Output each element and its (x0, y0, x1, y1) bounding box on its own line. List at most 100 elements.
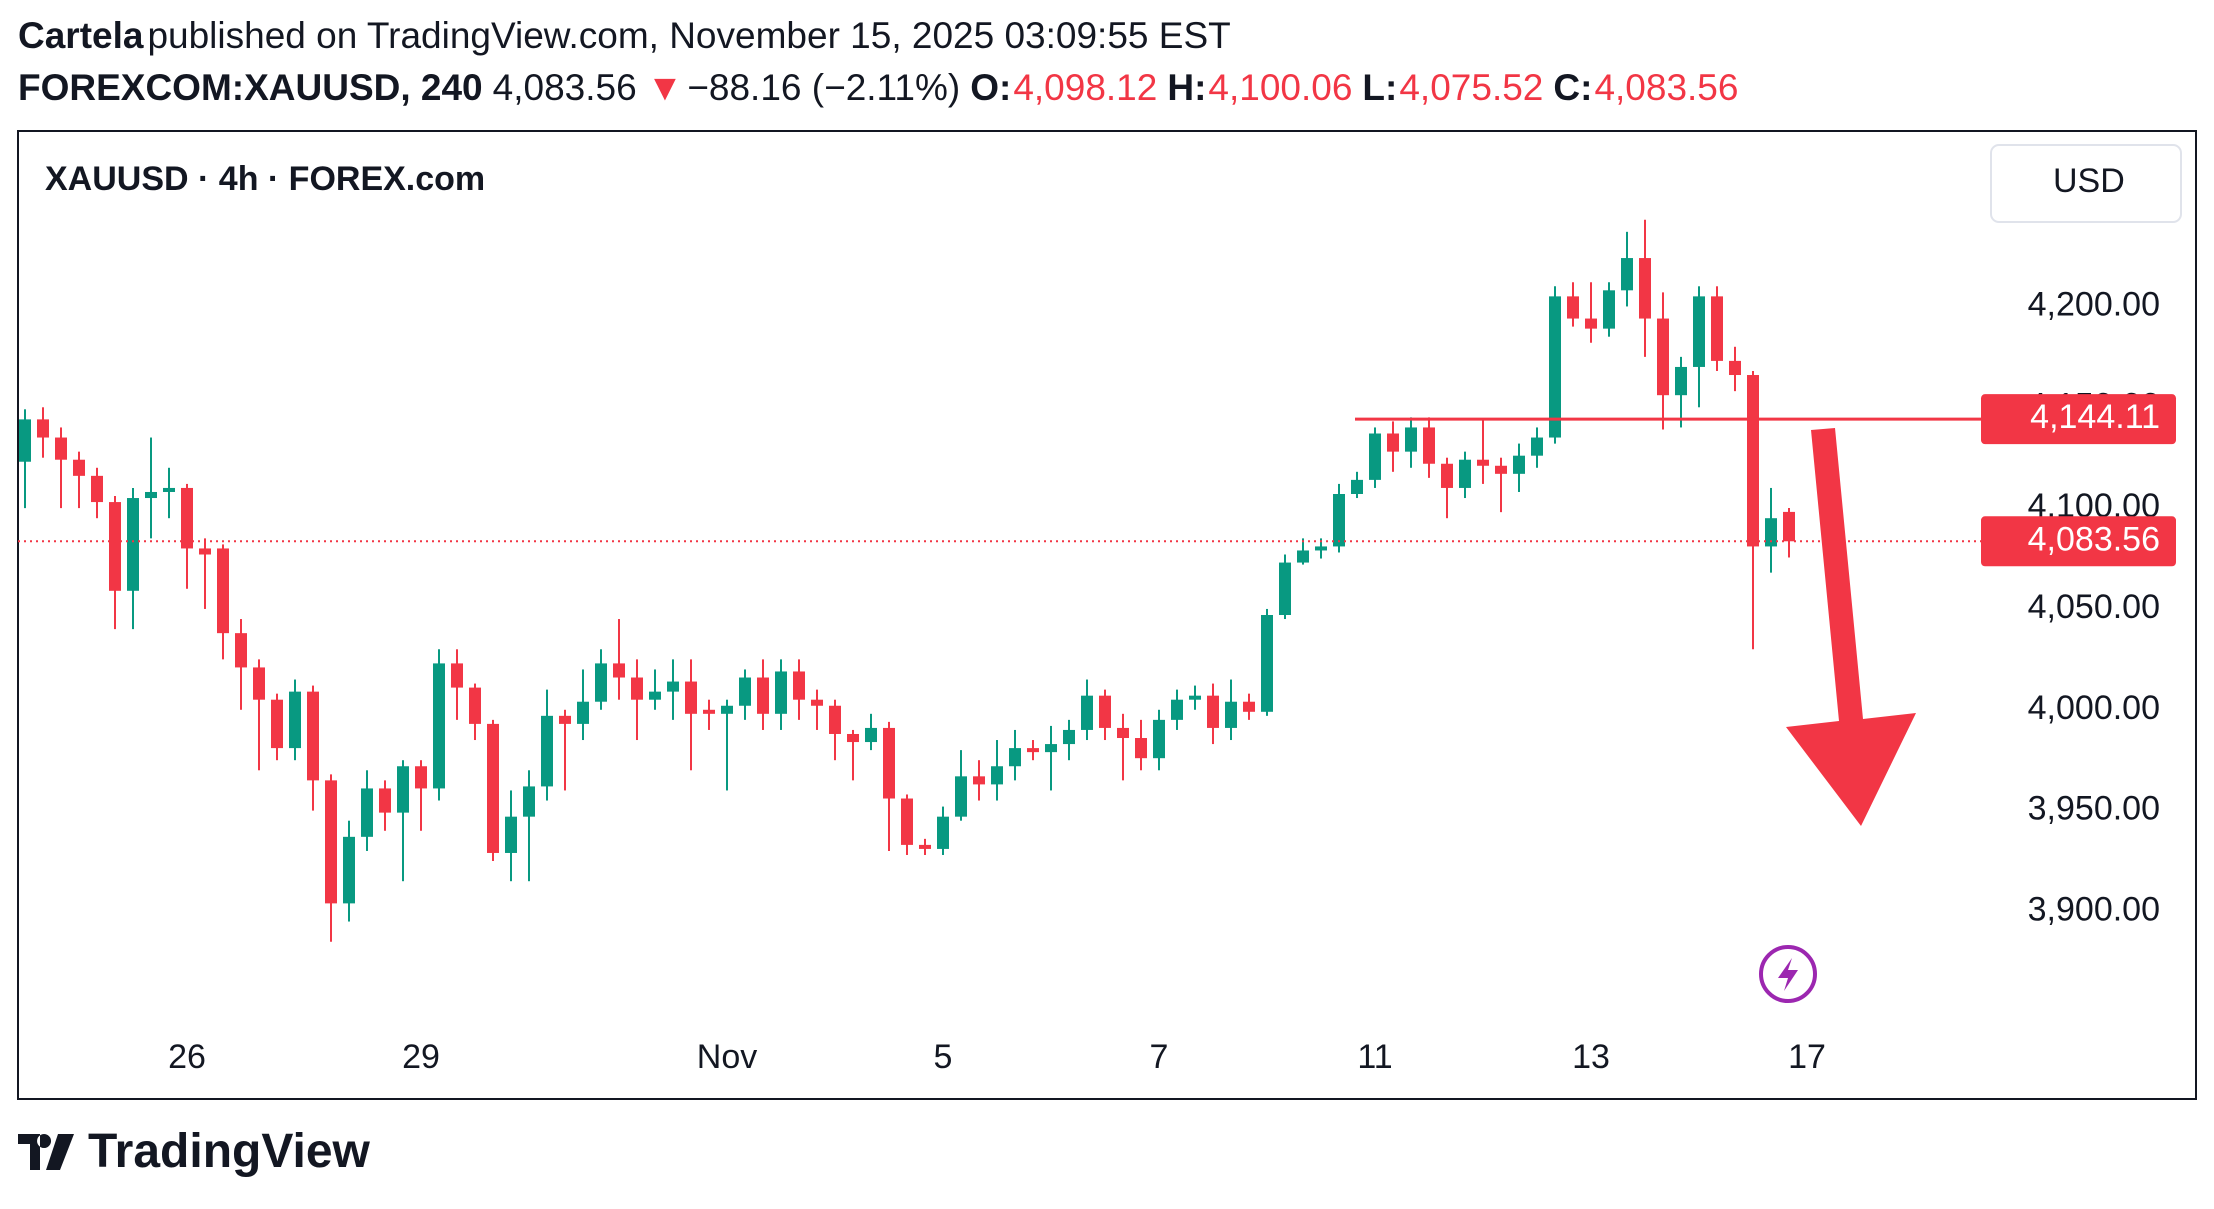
candle-body (451, 663, 463, 688)
candle-body (433, 663, 445, 789)
currency: USD (2053, 162, 2125, 200)
plot-frame (17, 130, 2197, 1100)
currency-box (1990, 144, 2182, 223)
ohlc-label: O: (970, 67, 1012, 108)
symbol: FOREXCOM:XAUUSD, 240 (18, 67, 483, 108)
candle-body (1045, 744, 1057, 753)
candle-body (1387, 433, 1399, 452)
header-line-1: Cartela published on TradingView.com, Nov… (18, 10, 1748, 62)
x-tick-label: 7 (1150, 1038, 1169, 1076)
x-tick-label: 17 (1788, 1038, 1826, 1076)
ohlc-value: 4,098.12 (1013, 67, 1158, 108)
candle-body (73, 459, 85, 476)
candle-body (217, 548, 229, 634)
candle-body (109, 502, 121, 591)
candle-body (595, 663, 607, 702)
candle-body (1207, 695, 1219, 728)
candle-body (271, 699, 283, 749)
candle-body (1657, 318, 1669, 396)
candle-body (1423, 427, 1435, 464)
candle-body (19, 419, 31, 462)
x-tick-label: 26 (168, 1038, 206, 1076)
candle-body (829, 705, 841, 734)
event-bolt (1778, 958, 1798, 991)
candle-body (919, 844, 931, 849)
candle-body (1027, 748, 1039, 753)
price-label: 4,144.11 (2030, 398, 2160, 436)
candle-body (505, 816, 517, 853)
candle-body (1153, 719, 1165, 759)
candle-body (1351, 479, 1363, 494)
candle-body (397, 766, 409, 813)
y-tick-label: 3,950.00 (2028, 790, 2160, 828)
candle-body (1585, 318, 1597, 329)
candle-body (199, 548, 211, 555)
change: −88.16 (−2.11%) (687, 67, 961, 108)
candle-body (1603, 290, 1615, 329)
candle-body (649, 691, 661, 700)
candle-body (901, 798, 913, 845)
candle-body (541, 715, 553, 787)
candle-body (91, 475, 103, 503)
candle-body (757, 677, 769, 714)
candle-body (1693, 296, 1705, 367)
ohlc-label: L: (1362, 67, 1398, 108)
x-tick-label: 5 (934, 1038, 953, 1076)
candle-body (37, 419, 49, 438)
candle-body (1441, 463, 1453, 488)
candle-body (1189, 695, 1201, 700)
candle-body (1225, 701, 1237, 728)
candle-body (1171, 699, 1183, 720)
header-line-2: FOREXCOM:XAUUSD, 240 4,083.56 ▼ −88.16 (−2.… (18, 62, 1748, 114)
candle-body (1297, 550, 1309, 563)
candle-body (307, 691, 319, 781)
event-icon (1759, 945, 1817, 1003)
candle-body (523, 786, 535, 817)
publisher: Cartela (18, 15, 144, 56)
down-arrow: ▼ (646, 67, 684, 108)
candle-body (1567, 296, 1579, 319)
candle-body (163, 487, 175, 492)
candle-body (865, 727, 877, 743)
candle-body (1747, 375, 1759, 547)
candle-body (1117, 727, 1129, 739)
ohlc-value: 4,075.52 (1399, 67, 1544, 108)
candle-body (559, 715, 571, 724)
chart-title: XAUUSD · 4h · FOREX.com (45, 160, 485, 198)
candle-body (1315, 546, 1327, 551)
candle-body (1405, 427, 1417, 452)
candle-body (667, 681, 679, 692)
candle-body (415, 766, 427, 789)
x-tick-label: 13 (1572, 1038, 1610, 1076)
candle-body (469, 687, 481, 724)
candle-body (1531, 437, 1543, 456)
candle-body (1333, 494, 1345, 547)
footer: TradingView (18, 1124, 370, 1179)
price-label-box (1981, 394, 2176, 445)
candle-body (1243, 701, 1255, 712)
y-tick-label: 4,200.00 (2028, 285, 2160, 323)
logo (18, 1133, 74, 1170)
candle-body (1081, 695, 1093, 730)
candle-body (1639, 258, 1651, 319)
ohlc-value: 4,083.56 (1594, 67, 1739, 108)
candle-body (577, 701, 589, 724)
candle-body (1621, 258, 1633, 291)
candle-body (721, 705, 733, 714)
published: published on TradingView.com, November 1… (147, 15, 1231, 56)
ohlc-label: H: (1167, 67, 1207, 108)
candle-body (1477, 459, 1489, 466)
candle-body (55, 437, 67, 460)
x-tick-label: 11 (1357, 1038, 1392, 1076)
candle-body (127, 498, 139, 591)
header: Cartela published on TradingView.com, Nov… (18, 10, 1748, 114)
candle-body (1459, 459, 1471, 488)
candle-body (739, 677, 751, 706)
candle-body (793, 671, 805, 700)
candle-body (1135, 738, 1147, 759)
candle-body (685, 681, 697, 714)
candle-body (487, 723, 499, 853)
candle-body (811, 699, 823, 706)
candle-body (937, 816, 949, 849)
